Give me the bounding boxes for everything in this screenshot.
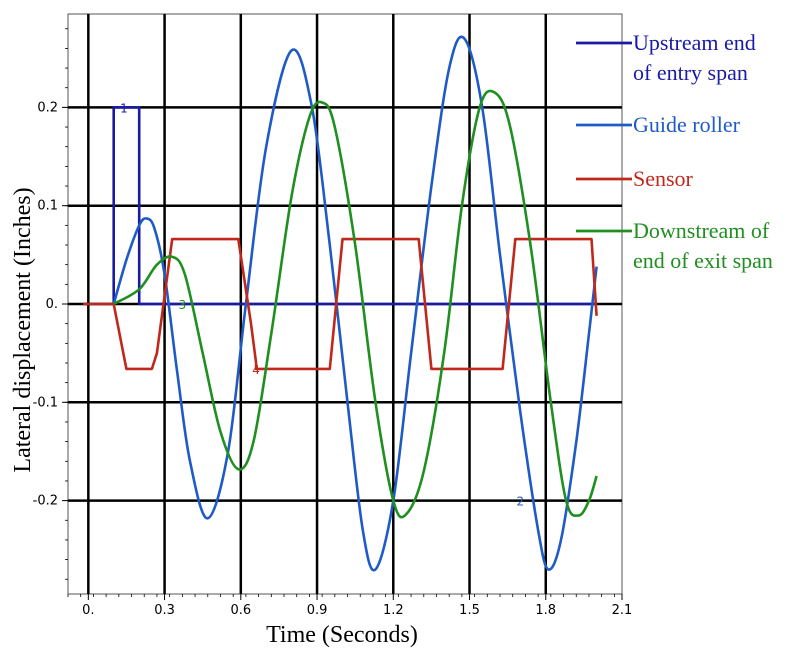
x-tick-label: 0.3 (154, 603, 175, 618)
x-tick-label: 0. (82, 603, 94, 618)
series-line-guide-roller (112, 35, 598, 572)
x-axis-title: Time (Seconds) (266, 622, 418, 648)
y-tick-label: 0.1 (37, 199, 58, 214)
legend: Upstream end of entry span Guide roller Sen… (576, 30, 773, 273)
x-tick-label: 1.8 (535, 603, 556, 618)
curve-label-sensor: 4 (252, 363, 260, 377)
x-tick-label: 0.6 (230, 603, 251, 618)
x-tick-label: 2.1 (612, 603, 633, 618)
curve-label-guide-roller: 2 (517, 495, 525, 509)
legend-label-sensor: Sensor (633, 166, 694, 191)
series-lines: 1 2 4 3 (83, 35, 598, 572)
legend-label-upstream-end-of-entry-span: of entry span (633, 60, 748, 85)
x-tick-label: 1.5 (459, 603, 480, 618)
series-line-downstream-end-of-exit-span (113, 89, 598, 519)
legend-label-downstream-end-of-exit-span: end of exit span (633, 248, 773, 273)
y-tick-label: -0.2 (33, 494, 58, 509)
legend-label-downstream-end-of-exit-span: Downstream of (633, 218, 770, 243)
y-tick-label: 0. (46, 297, 58, 312)
x-tick-label: 1.2 (383, 603, 404, 618)
series-line-sensor (83, 237, 598, 371)
curve-label-downstream-end-of-exit-span: 3 (179, 298, 187, 312)
y-tick-label: -0.1 (33, 395, 58, 410)
x-tick-label: 0.9 (307, 603, 328, 618)
y-tick-label: 0.2 (37, 100, 58, 115)
legend-label-guide-roller: Guide roller (633, 112, 741, 137)
y-axis-title: Lateral displacement (Inches) (10, 187, 36, 472)
tick-labels: 0. 0.3 0.6 0.9 1.2 1.5 1.8 2.1 0.2 0.1 0. -0.1 -0.2 (33, 28, 633, 618)
legend-label-upstream-end-of-entry-span: Upstream end (633, 30, 756, 55)
curve-label-upstream-end-of-entry-span: 1 (120, 101, 128, 115)
